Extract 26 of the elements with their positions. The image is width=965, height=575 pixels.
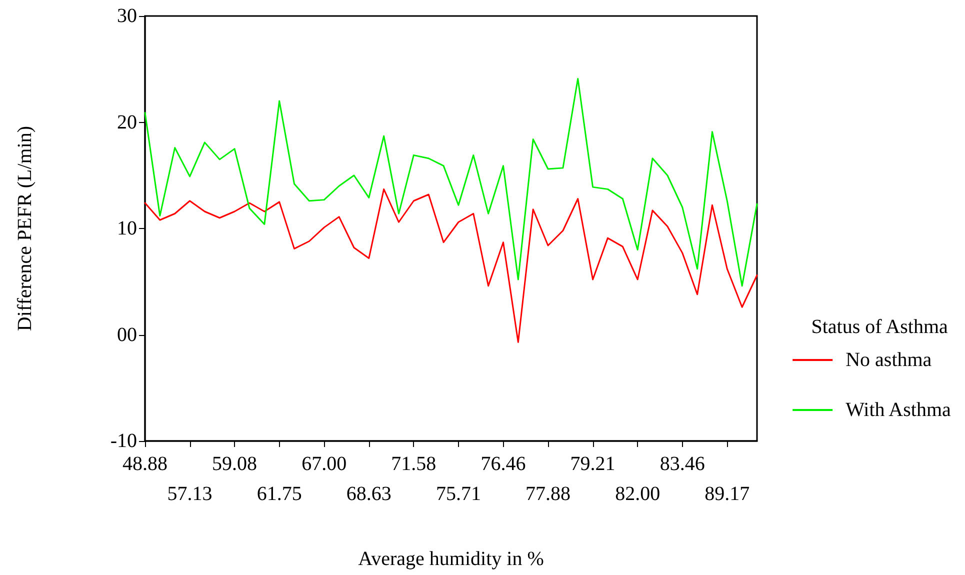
x-tick-label: 61.75 — [256, 483, 302, 505]
y-tick-label: 10 — [117, 218, 137, 240]
x-tick-label: 57.13 — [167, 483, 212, 505]
y-axis-title: Difference PEFR (L/min) — [14, 126, 36, 332]
x-tick-label: 83.46 — [660, 453, 705, 475]
x-tick-label: 89.17 — [704, 483, 750, 505]
legend-label: No asthma — [846, 349, 932, 371]
x-tick-label: 48.88 — [122, 453, 168, 475]
x-tick-label: 75.71 — [436, 483, 481, 505]
y-tick-label: 30 — [117, 5, 137, 27]
x-tick-label: 68.63 — [346, 483, 392, 505]
y-tick-label: -10 — [110, 430, 137, 452]
legend-title: Status of Asthma — [811, 316, 948, 338]
line-series — [144, 78, 758, 287]
x-tick-label: 82.00 — [615, 483, 660, 505]
x-tick-label: 59.08 — [212, 453, 258, 475]
y-tick-label: 20 — [117, 111, 137, 134]
x-tick-label: 77.88 — [526, 483, 571, 505]
x-tick-label: 71.58 — [391, 453, 436, 475]
y-tick-label: 00 — [117, 324, 137, 346]
x-tick-label: 76.46 — [480, 453, 526, 475]
x-tick-label: 79.21 — [570, 453, 616, 475]
x-axis-title: Average humidity in % — [358, 548, 544, 570]
legend-label: With Asthma — [846, 399, 952, 421]
x-tick-label: 67.00 — [302, 453, 347, 475]
line-series — [144, 188, 758, 343]
